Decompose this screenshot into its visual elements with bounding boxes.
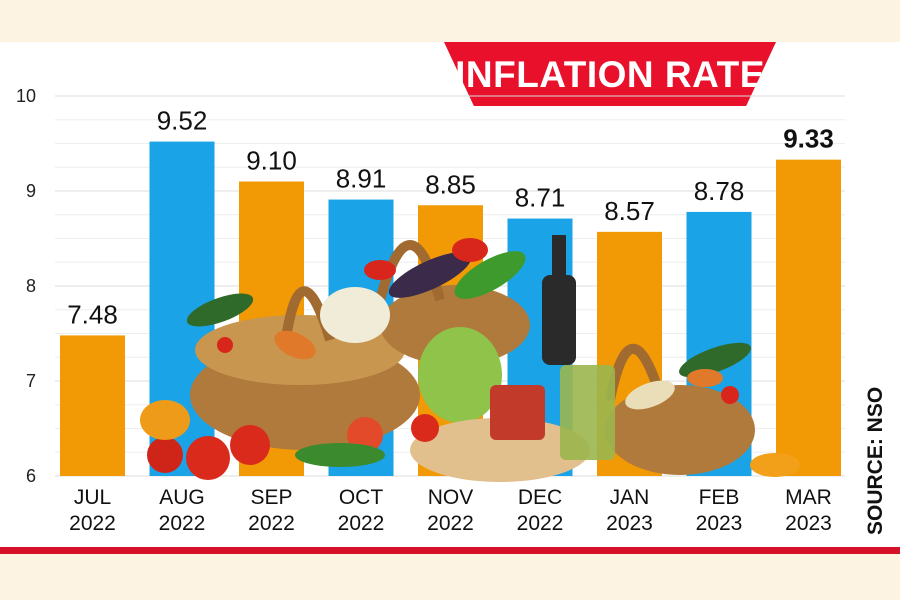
data-label: 7.48 (67, 299, 118, 329)
data-label: 8.57 (604, 196, 655, 226)
celery (454, 251, 526, 299)
x-tick-label-year: 2022 (159, 512, 206, 535)
chart-title: INFLATION RATE (455, 54, 765, 95)
x-tick-label-month: FEB (699, 486, 740, 509)
x-tick-label-year: 2022 (517, 512, 564, 535)
data-label: 8.91 (336, 164, 387, 194)
x-tick-label-month: JUL (74, 486, 111, 509)
tomato-jar (490, 385, 545, 440)
parsley (295, 443, 385, 467)
data-label: 9.10 (246, 146, 297, 176)
x-tick-label-month: MAR (785, 486, 832, 509)
x-tick-label-year: 2022 (69, 512, 116, 535)
radish (217, 337, 233, 353)
x-tick-label-year: 2022 (427, 512, 474, 535)
data-label: 9.33 (783, 124, 834, 154)
tomato (230, 425, 270, 465)
radish (721, 386, 739, 404)
x-tick-label-month: OCT (339, 486, 384, 509)
cabbage (418, 327, 502, 423)
tomato (147, 437, 183, 473)
x-tick-label-month: NOV (428, 486, 474, 509)
x-tick-label-year: 2023 (785, 512, 832, 535)
x-tick-label-month: JAN (610, 486, 650, 509)
x-tick-label-year: 2023 (696, 512, 743, 535)
x-tick-label-month: AUG (159, 486, 205, 509)
tomato (186, 436, 230, 480)
x-tick-label-month: DEC (518, 486, 562, 509)
zucchini (679, 342, 751, 378)
x-tick-label-year: 2022 (248, 512, 295, 535)
bar (60, 335, 125, 476)
eggplant (388, 252, 472, 298)
carrot (274, 330, 316, 360)
data-label: 9.52 (157, 106, 208, 136)
labels: 6 7 8 9 10 7.48 JUL 2022 9.52 AUG 2022 9.10 SEP 2022 8… (16, 86, 834, 535)
parsnip (625, 380, 675, 410)
y-tick-label: 10 (16, 86, 36, 106)
title-banner (444, 42, 776, 106)
data-label: 8.85 (425, 169, 476, 199)
bar (776, 159, 841, 476)
carrot (687, 369, 723, 387)
tomato (411, 414, 439, 442)
pickle-jar (560, 365, 615, 460)
y-tick-label: 9 (26, 181, 36, 201)
pepper (140, 400, 190, 440)
tomato-small (364, 260, 396, 280)
x-tick-label-month: SEP (250, 486, 292, 509)
y-tick-label: 6 (26, 466, 36, 486)
data-label: 8.71 (515, 183, 566, 213)
grocery-illustration (140, 235, 800, 482)
wine-bottle-neck (552, 235, 566, 280)
zucchini (186, 293, 254, 327)
cauliflower (320, 287, 390, 343)
x-tick-label-year: 2022 (338, 512, 385, 535)
pepper-red (452, 238, 488, 262)
y-tick-label: 8 (26, 276, 36, 296)
pepper (750, 453, 800, 477)
data-label: 8.78 (694, 176, 745, 206)
wine-bottle (542, 275, 576, 365)
y-tick-label: 7 (26, 371, 36, 391)
x-tick-label-year: 2023 (606, 512, 653, 535)
